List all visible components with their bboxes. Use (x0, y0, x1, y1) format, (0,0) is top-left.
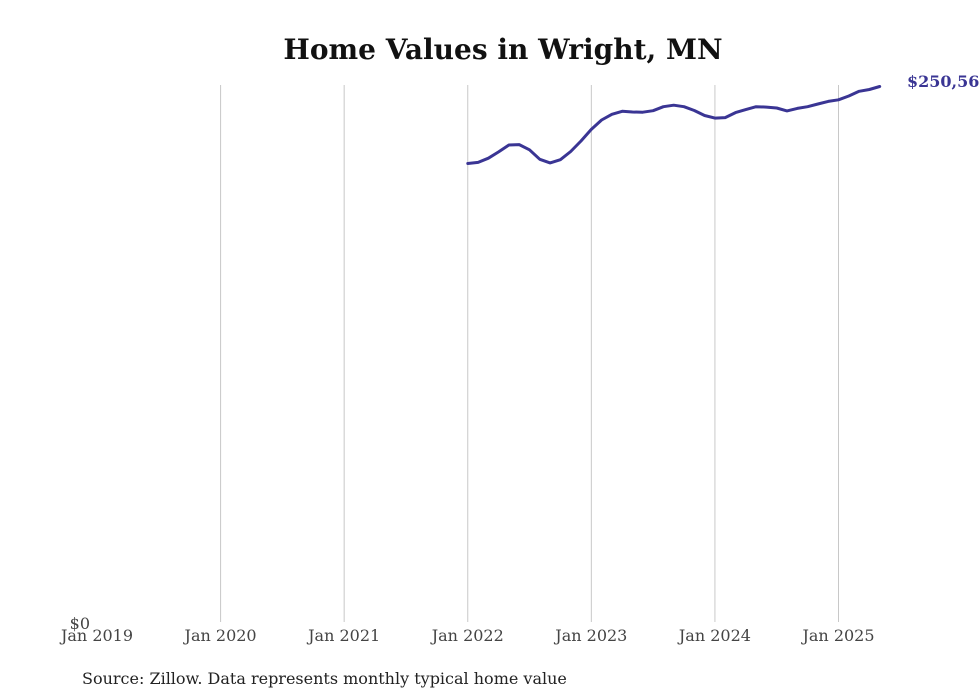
chart-title: Home Values in Wright, MN (283, 33, 722, 66)
x-axis-tick-labels: Jan 2019 Jan 2020 Jan 2021 Jan 2022 Jan 2023… (59, 626, 875, 645)
x-tick-label-2020: Jan 2020 (183, 626, 257, 645)
latest-value-label: $250,563 (907, 72, 980, 91)
x-tick-label-2024: Jan 2024 (677, 626, 751, 645)
x-tick-label-2019: Jan 2019 (59, 626, 133, 645)
source-note: Source: Zillow. Data represents monthly … (82, 669, 567, 688)
x-tick-label-2022: Jan 2022 (430, 626, 504, 645)
y-axis-zero-label: $0 (70, 614, 90, 633)
x-tick-label-2021: Jan 2021 (306, 626, 380, 645)
x-tick-label-2023: Jan 2023 (553, 626, 627, 645)
x-tick-label-2025: Jan 2025 (800, 626, 874, 645)
home-value-line (466, 85, 882, 165)
gridlines (220, 85, 840, 622)
